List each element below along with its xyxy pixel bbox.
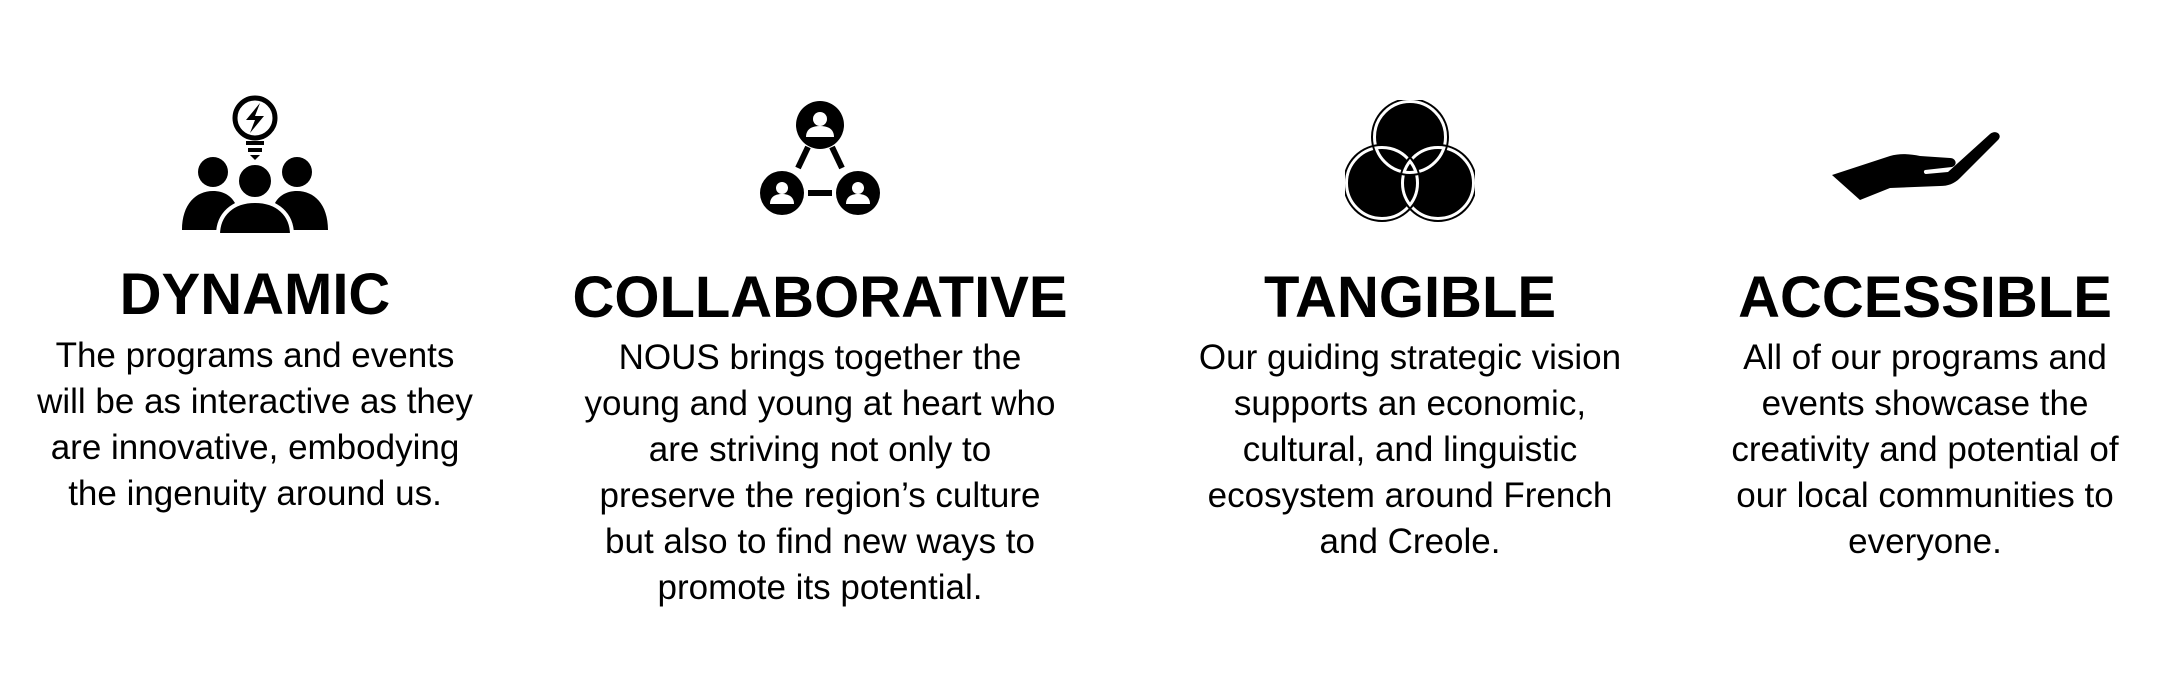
description-line: are innovative, embodying bbox=[50, 428, 460, 467]
title-dynamic: DYNAMIC bbox=[119, 262, 391, 327]
title-tangible: TANGIBLE bbox=[1263, 265, 1557, 330]
venn-diagram-icon bbox=[1345, 100, 1475, 222]
description-collaborative: NOUS brings together the young and young… bbox=[545, 335, 1095, 611]
description-line: ecosystem around French bbox=[1207, 476, 1613, 515]
title-collaborative: COLLABORATIVE bbox=[572, 265, 1068, 330]
title-accessible: ACCESSIBLE bbox=[1738, 265, 2112, 330]
description-line: Our guiding strategic vision bbox=[1198, 338, 1622, 377]
description-line: events showcase the bbox=[1761, 384, 2089, 423]
description-accessible: All of our programs and events showcase … bbox=[1680, 335, 2170, 565]
open-hand-icon bbox=[1832, 132, 2000, 200]
description-line: and Creole. bbox=[1319, 522, 1501, 561]
description-line: The programs and events bbox=[55, 336, 455, 375]
description-tangible: Our guiding strategic vision supports an… bbox=[1145, 335, 1675, 565]
description-line: supports an economic, bbox=[1233, 384, 1587, 423]
description-line: All of our programs and bbox=[1743, 338, 2107, 377]
description-line: everyone. bbox=[1848, 522, 2002, 561]
value-collaborative: COLLABORATIVE NOUS brings together the y… bbox=[545, 0, 1095, 684]
value-accessible: ACCESSIBLE All of our programs and event… bbox=[1680, 0, 2170, 684]
team-ideas-icon bbox=[182, 95, 328, 235]
value-dynamic: DYNAMIC The programs and events will be … bbox=[0, 0, 510, 684]
description-line: NOUS brings together the bbox=[618, 338, 1022, 377]
description-line: the ingenuity around us. bbox=[68, 474, 442, 513]
connected-people-icon bbox=[760, 101, 880, 215]
description-line: young and young at heart who bbox=[584, 384, 1056, 423]
description-line: are striving not only to bbox=[648, 430, 992, 469]
value-tangible: TANGIBLE Our guiding strategic vision su… bbox=[1145, 0, 1675, 684]
description-line: but also to find new ways to bbox=[605, 522, 1035, 561]
description-line: promote its potential. bbox=[657, 568, 983, 607]
description-line: cultural, and linguistic bbox=[1242, 430, 1578, 469]
description-line: our local communities to bbox=[1736, 476, 2114, 515]
description-line: will be as interactive as they bbox=[37, 382, 473, 421]
description-dynamic: The programs and events will be as inter… bbox=[0, 333, 510, 517]
description-line: creativity and potential of bbox=[1731, 430, 2119, 469]
description-line: preserve the region’s culture bbox=[599, 476, 1041, 515]
